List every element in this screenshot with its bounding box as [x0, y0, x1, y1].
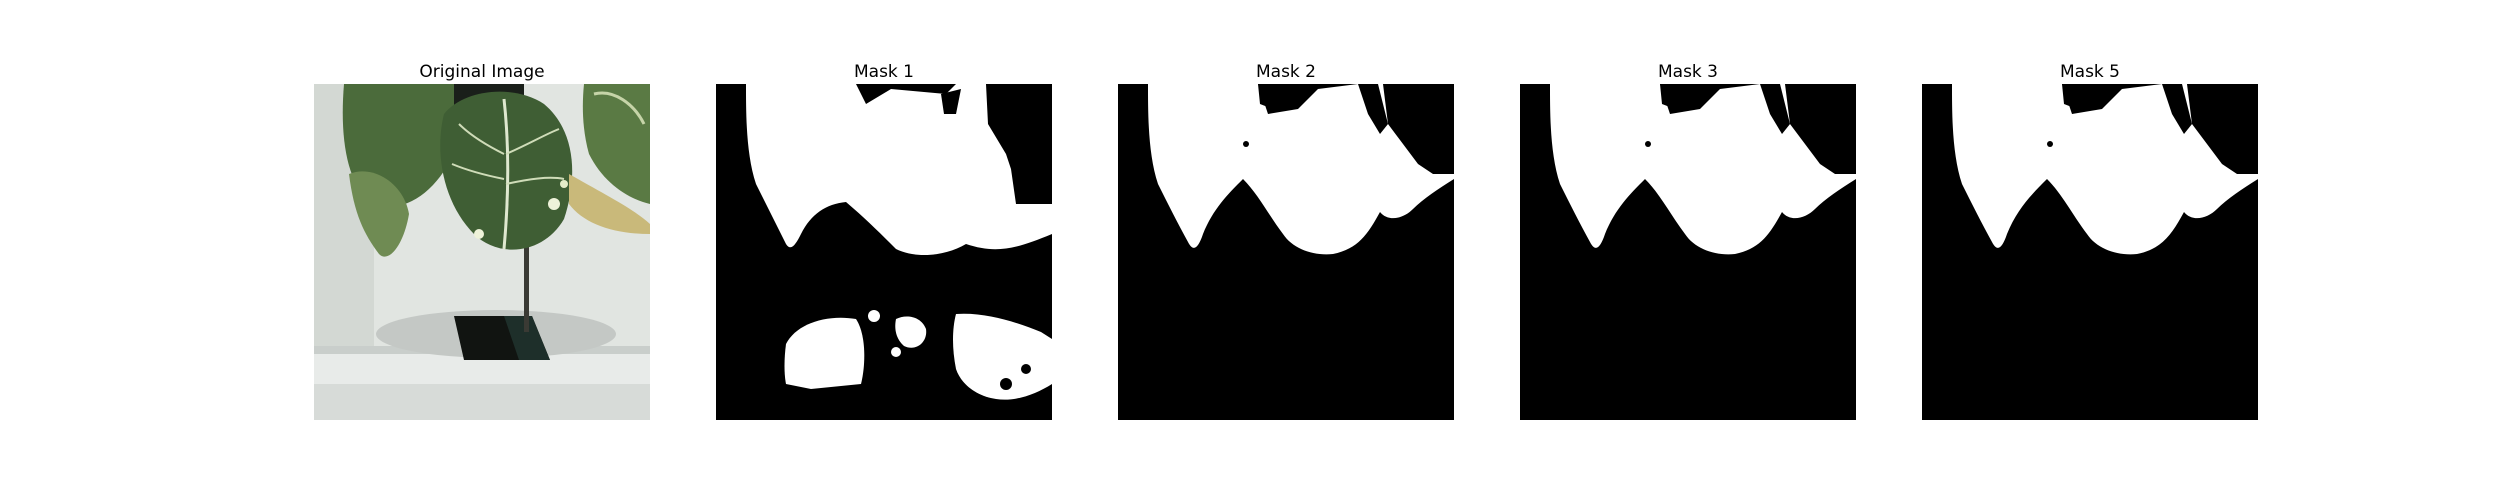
panel-title: Mask 1: [853, 62, 914, 82]
original-image-panel: Original Image: [314, 60, 650, 420]
panel-title: Mask 2: [1255, 62, 1316, 82]
panel-title: Mask 5: [2059, 62, 2120, 82]
mask-2-image: [1118, 84, 1454, 420]
mask-3-image: [1520, 84, 1856, 420]
mask-5-panel: Mask 5: [1922, 60, 2258, 420]
original-photo: [314, 84, 650, 420]
mask-2-panel: Mask 2: [1118, 60, 1454, 420]
mask-5-image: [1922, 84, 2258, 420]
mask-1-image: [716, 84, 1052, 420]
mask-3-panel: Mask 3: [1520, 60, 1856, 420]
panel-title: Original Image: [419, 62, 545, 82]
mask-1-panel: Mask 1: [716, 60, 1052, 420]
panel-title: Mask 3: [1657, 62, 1718, 82]
